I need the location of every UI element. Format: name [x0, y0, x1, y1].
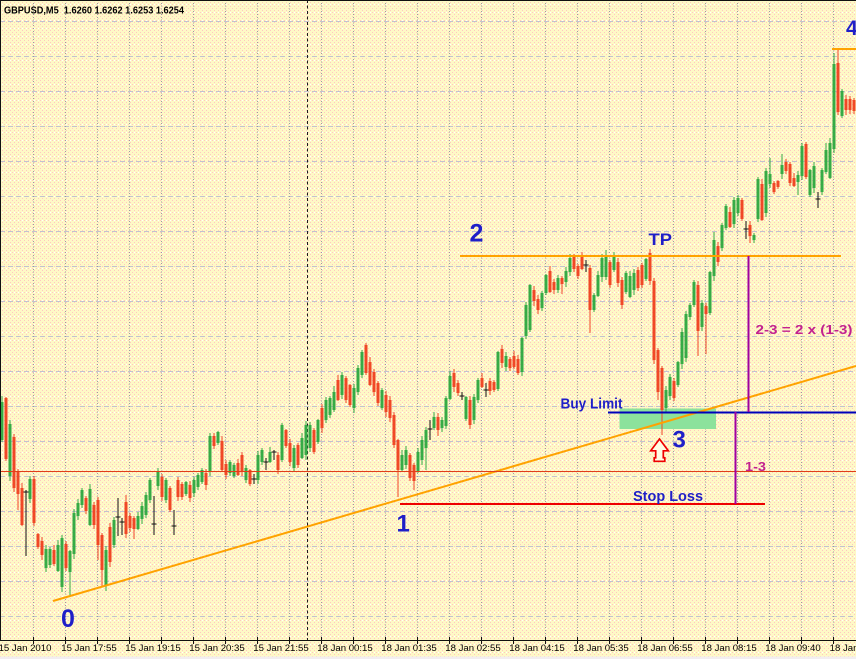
svg-text:15 Jan 17:55: 15 Jan 17:55	[61, 643, 116, 654]
svg-text:3: 3	[673, 427, 686, 454]
svg-text:18 Jan 06:55: 18 Jan 06:55	[637, 643, 692, 654]
svg-text:0: 0	[61, 605, 75, 633]
svg-text:Stop Loss: Stop Loss	[633, 489, 703, 505]
svg-text:18 Jan 08:15: 18 Jan 08:15	[701, 643, 756, 654]
svg-text:15 Jan 19:15: 15 Jan 19:15	[125, 643, 180, 654]
svg-text:18 Jan 09:40: 18 Jan 09:40	[765, 643, 820, 654]
svg-text:2-3 = 2 x (1-3): 2-3 = 2 x (1-3)	[756, 322, 853, 337]
svg-text:TP: TP	[649, 230, 673, 249]
svg-text:1: 1	[397, 511, 410, 538]
svg-text:15 Jan 2010: 15 Jan 2010	[0, 643, 51, 654]
svg-text:15 Jan 20:35: 15 Jan 20:35	[189, 643, 244, 654]
svg-text:18 Jan 00:15: 18 Jan 00:15	[317, 643, 372, 654]
svg-text:4: 4	[846, 17, 856, 40]
svg-text:15 Jan 21:55: 15 Jan 21:55	[253, 643, 308, 654]
svg-text:18 Jan 02:55: 18 Jan 02:55	[445, 643, 500, 654]
svg-text:18 Jan 11:00: 18 Jan 11:00	[830, 643, 856, 654]
svg-text:18 Jan 05:35: 18 Jan 05:35	[573, 643, 628, 654]
svg-text:18 Jan 01:35: 18 Jan 01:35	[381, 643, 436, 654]
svg-text:GBPUSD,M5 1.6260 1.6262 1.625: GBPUSD,M5 1.6260 1.6262 1.6253 1.6254	[4, 6, 185, 17]
svg-text:1-3: 1-3	[745, 459, 766, 474]
svg-text:Buy Limit: Buy Limit	[561, 396, 623, 412]
svg-text:18 Jan 04:15: 18 Jan 04:15	[509, 643, 564, 654]
svg-text:2: 2	[470, 220, 484, 248]
